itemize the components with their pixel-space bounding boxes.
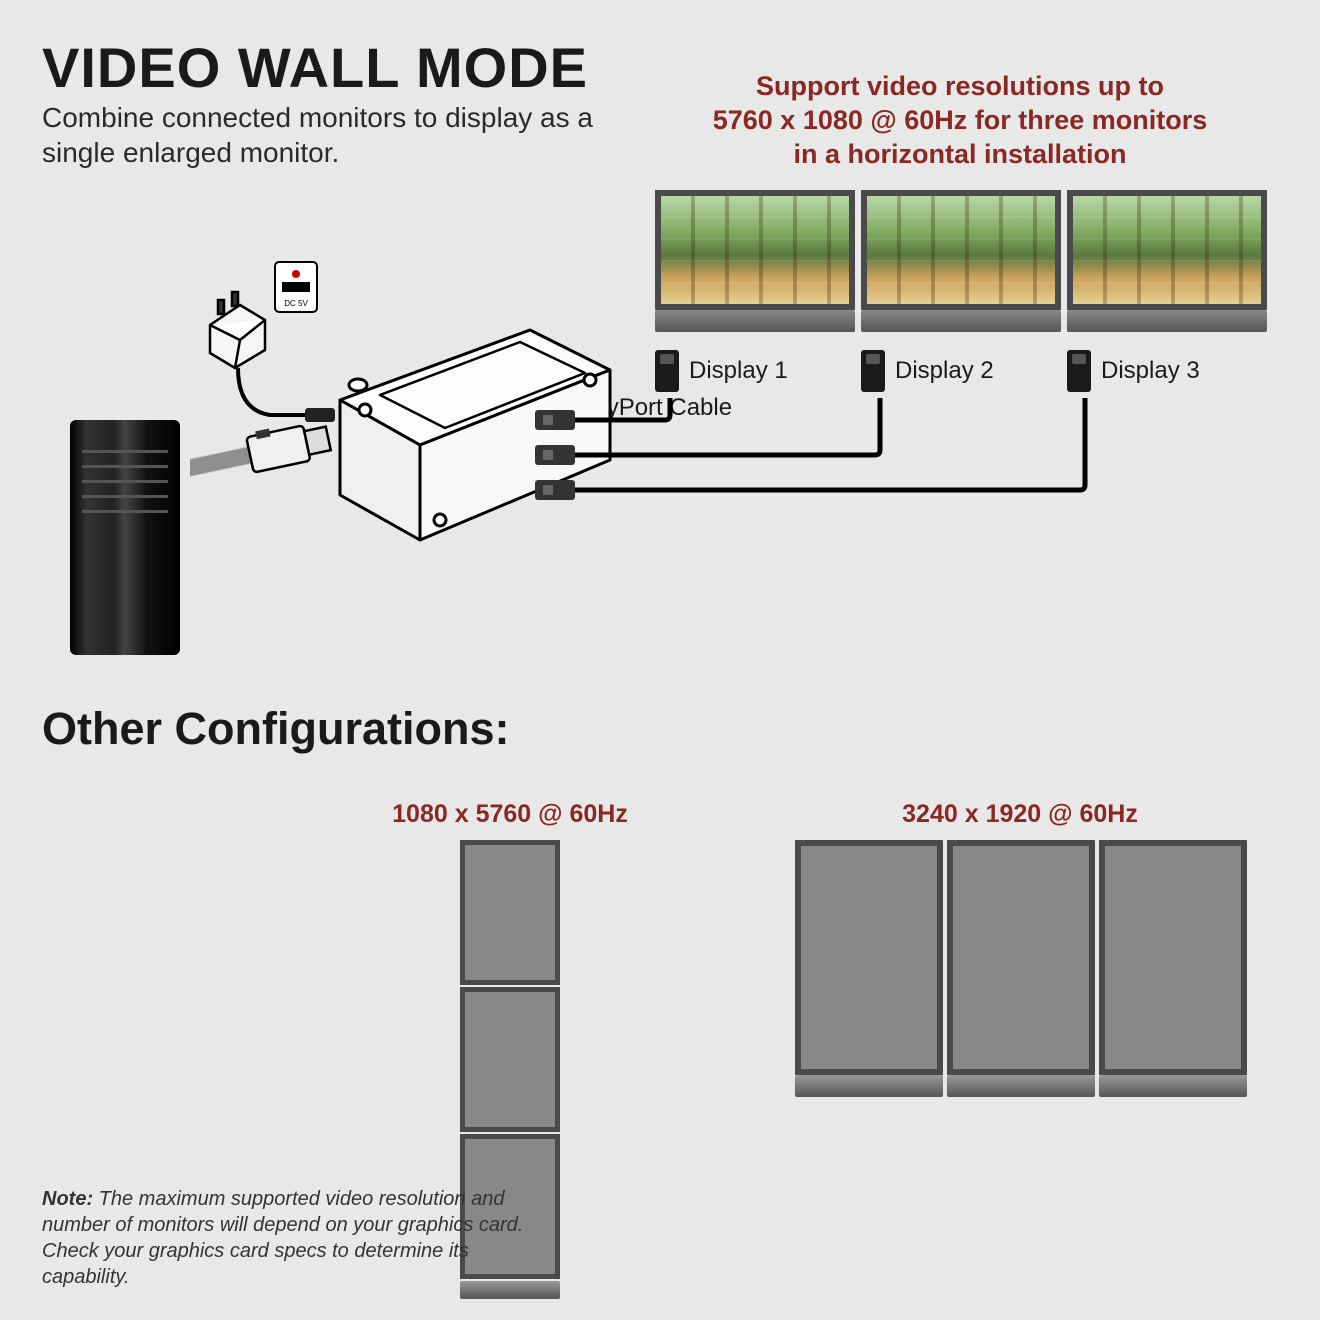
support-line-3: in a horizontal installation (793, 139, 1126, 169)
monitor-stand-icon (861, 310, 1061, 332)
monitor-icon (460, 840, 560, 985)
monitor-icon (1099, 840, 1247, 1075)
config1-resolution: 1080 x 5760 @ 60Hz (350, 800, 670, 829)
page-subtitle: Combine connected monitors to display as… (42, 100, 602, 170)
monitor-stand-icon (795, 1075, 943, 1097)
monitor-stand-icon (1067, 310, 1267, 332)
display-1-text: Display 1 (689, 357, 788, 385)
monitor-screen-icon (1067, 190, 1267, 310)
monitor-row-horizontal (655, 190, 1267, 332)
config-portrait-row (795, 840, 1247, 1097)
monitor-portrait-1 (795, 840, 943, 1097)
monitor-3 (1067, 190, 1267, 332)
hub-diagram: DC 5V (190, 260, 670, 660)
displayport-plug-icon (861, 350, 885, 392)
monitor-icon (795, 840, 943, 1075)
other-config-title: Other Configurations: (42, 703, 509, 755)
monitor-icon (947, 840, 1095, 1075)
monitor-portrait-2 (947, 840, 1095, 1097)
display-3-text: Display 3 (1101, 357, 1200, 385)
support-line-2: 5760 x 1080 @ 60Hz for three monitors (713, 105, 1208, 135)
display-label-1: Display 1 (655, 350, 861, 392)
footnote: Note: The maximum supported video resolu… (42, 1186, 532, 1290)
display-label-3: Display 3 (1067, 350, 1273, 392)
display-label-2: Display 2 (861, 350, 1067, 392)
pc-tower-icon (70, 420, 180, 655)
hub-icon: DC 5V (190, 260, 670, 660)
displayport-plug-icon (1067, 350, 1091, 392)
monitor-screen-icon (655, 190, 855, 310)
support-line-1: Support video resolutions up to (756, 71, 1164, 101)
monitor-2 (861, 190, 1061, 332)
note-text: The maximum supported video resolution a… (42, 1188, 523, 1288)
note-label: Note: (42, 1188, 93, 1210)
display-2-text: Display 2 (895, 357, 994, 385)
support-caption: Support video resolutions up to 5760 x 1… (660, 70, 1260, 171)
monitor-stand-icon (655, 310, 855, 332)
monitor-icon (460, 987, 560, 1132)
monitor-portrait-3 (1099, 840, 1247, 1097)
monitor-stand-icon (1099, 1075, 1247, 1097)
monitor-1 (655, 190, 855, 332)
monitor-screen-icon (861, 190, 1061, 310)
config2-resolution: 3240 x 1920 @ 60Hz (800, 800, 1240, 829)
display-labels-row: Display 1 Display 2 Display 3 (655, 350, 1275, 392)
svg-text:DC 5V: DC 5V (284, 299, 308, 308)
monitor-stand-icon (947, 1075, 1095, 1097)
page-title: VIDEO WALL MODE (42, 35, 588, 100)
